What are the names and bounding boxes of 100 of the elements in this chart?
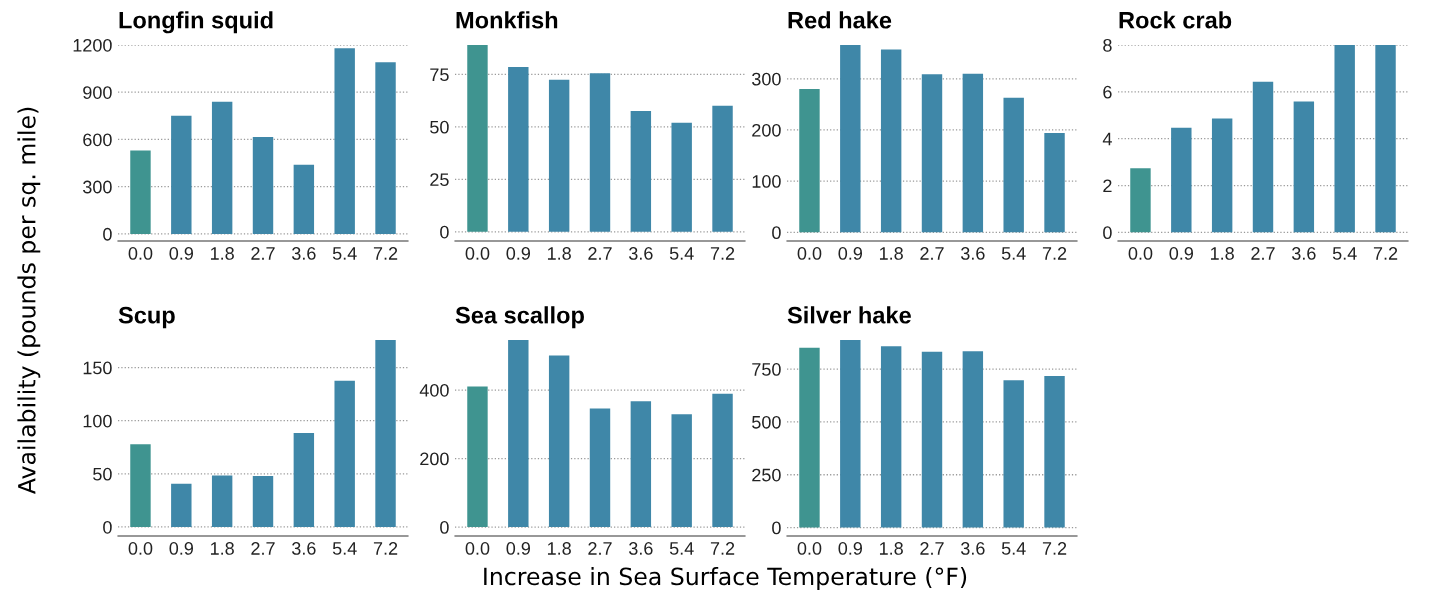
- y-tick-label: 0: [103, 227, 112, 241]
- y-tick-label: 100: [752, 175, 781, 188]
- x-tick-label: 7.2: [710, 542, 735, 555]
- x-tick-label: 3.6: [960, 247, 985, 260]
- bar: [375, 62, 396, 234]
- x-tick-label: 2.7: [920, 247, 944, 260]
- y-tick-label: 4: [1102, 132, 1112, 146]
- bar: [712, 393, 733, 528]
- chart-title: Red hake: [788, 11, 892, 29]
- y-tick-label: 100: [83, 414, 112, 428]
- chart-title: Scup: [118, 306, 175, 329]
- x-tick-label: 2.7: [251, 247, 275, 260]
- bar: [589, 73, 611, 232]
- bar: [334, 48, 355, 234]
- x-tick-label: 7.2: [710, 247, 735, 260]
- y-tick-label: 0: [772, 226, 781, 240]
- bar: [840, 340, 861, 528]
- bar: [671, 414, 692, 528]
- x-tick-label: 1.8: [547, 247, 571, 260]
- x-tick-label: 0.9: [838, 247, 863, 260]
- bar: [1252, 81, 1274, 233]
- x-tick-label: 0.0: [465, 542, 490, 555]
- bar: [712, 105, 733, 232]
- y-tick-label: 250: [752, 468, 781, 482]
- bar: [293, 433, 315, 527]
- x-tick-label: 2.7: [251, 542, 275, 555]
- x-tick-label: 1.8: [210, 542, 234, 555]
- bar: [171, 115, 192, 234]
- x-tick-label: 0.0: [797, 542, 822, 555]
- bar: [130, 444, 151, 527]
- x-tick-label: 3.6: [291, 247, 316, 260]
- y-tick-label: 1200: [73, 38, 112, 52]
- bar: [799, 347, 820, 528]
- x-tick-label: 5.4: [669, 542, 694, 555]
- y-tick-label: 6: [1103, 85, 1112, 99]
- y-tick-label: 0: [1103, 226, 1112, 240]
- y-tick-label: 750: [752, 363, 781, 376]
- bar: [508, 340, 529, 528]
- x-tick-label: 5.4: [332, 542, 357, 555]
- x-tick-label: 7.2: [373, 247, 398, 260]
- bar: [962, 73, 984, 233]
- y-tick-label: 0: [440, 225, 449, 239]
- x-tick-label: 3.6: [291, 542, 316, 555]
- y-tick-label: 900: [83, 86, 112, 99]
- x-tick-label: 1.8: [879, 247, 903, 260]
- bar: [375, 340, 396, 527]
- x-tick-label: 0.0: [1128, 247, 1153, 260]
- x-tick-label: 1.8: [879, 542, 903, 555]
- y-tick-label: 150: [83, 361, 112, 375]
- chart-title: Monkfish: [456, 11, 558, 29]
- bar: [508, 67, 529, 232]
- y-tick-label: 50: [93, 467, 112, 481]
- bar: [130, 150, 151, 234]
- x-tick-label: 2.7: [588, 542, 612, 555]
- x-tick-label: 7.2: [373, 542, 398, 555]
- x-tick-label: 3.6: [960, 542, 985, 555]
- bar: [1003, 97, 1024, 233]
- bar: [548, 355, 570, 528]
- bar: [467, 386, 488, 528]
- x-tick-label: 0.9: [506, 247, 531, 260]
- bar: [1130, 168, 1151, 233]
- y-axis-title: Availability (pounds per sq. mile): [17, 107, 41, 495]
- x-tick-label: 2.7: [588, 247, 612, 260]
- y-tick-label: 8: [1103, 38, 1112, 52]
- bar: [921, 74, 943, 233]
- chart-title: Sea scallop: [455, 306, 584, 329]
- x-tick-label: 7.2: [1373, 247, 1398, 260]
- x-tick-label: 0.0: [128, 247, 153, 260]
- x-tick-label: 0.9: [169, 247, 194, 260]
- y-tick-label: 200: [752, 123, 781, 137]
- bar: [1044, 133, 1065, 233]
- y-tick-label: 300: [83, 180, 112, 194]
- x-tick-label: 0.9: [506, 542, 531, 555]
- x-tick-label: 1.8: [547, 542, 571, 555]
- bar: [880, 346, 902, 528]
- y-tick-label: 600: [83, 133, 112, 147]
- x-tick-label: 5.4: [1332, 247, 1357, 260]
- y-tick-label: 75: [430, 68, 449, 82]
- x-tick-label: 5.4: [1001, 542, 1026, 555]
- x-tick-label: 0.0: [465, 247, 490, 260]
- bar: [1375, 45, 1396, 233]
- x-tick-label: 7.2: [1042, 542, 1067, 555]
- y-tick-label: 500: [752, 415, 781, 429]
- bar: [840, 45, 861, 233]
- y-tick-label: 300: [752, 72, 781, 86]
- bar: [1293, 101, 1315, 233]
- bar: [293, 164, 315, 234]
- bar: [962, 351, 984, 528]
- bar: [921, 351, 943, 528]
- bar: [1211, 118, 1233, 233]
- x-tick-label: 3.6: [628, 247, 653, 260]
- x-tick-label: 2.7: [1251, 247, 1275, 260]
- chart-title: Rock crab: [1119, 11, 1232, 29]
- bar: [467, 45, 488, 232]
- bar: [211, 475, 233, 527]
- x-tick-label: 1.8: [210, 247, 234, 260]
- chart-title: Longfin squid: [119, 11, 273, 34]
- x-tick-label: 0.9: [1169, 247, 1194, 260]
- x-tick-label: 0.9: [838, 542, 863, 555]
- y-tick-label: 2: [1103, 179, 1112, 193]
